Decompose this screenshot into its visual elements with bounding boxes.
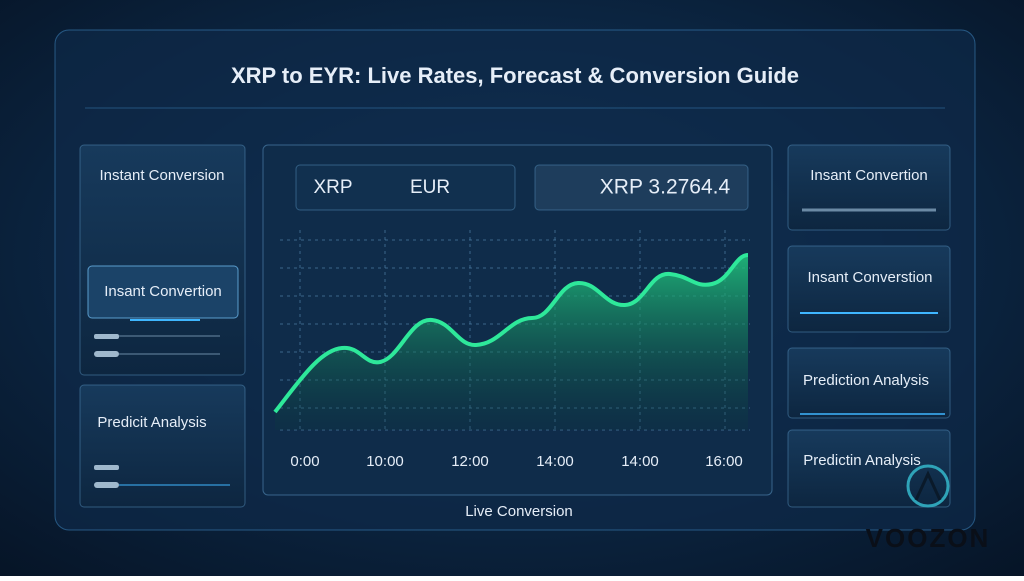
result-value: XRP 3.2764.4 xyxy=(600,176,731,199)
result-field xyxy=(534,164,749,211)
x-label: 0:00 xyxy=(290,453,319,470)
panel-title: Predicit Analysis xyxy=(97,414,206,431)
slider xyxy=(94,482,119,488)
logo-icon xyxy=(914,470,942,501)
right-panel[interactable] xyxy=(787,347,951,419)
chart-line xyxy=(273,253,749,414)
x-label: 14:00 xyxy=(621,453,659,470)
right-panel[interactable] xyxy=(787,245,951,333)
panel-title: Predictin Analysis xyxy=(803,452,921,469)
button[interactable] xyxy=(87,265,239,319)
x-label: 12:00 xyxy=(451,453,489,470)
chart-area xyxy=(275,255,748,430)
right-panel[interactable] xyxy=(787,144,951,231)
slider xyxy=(94,351,119,357)
x-label: 14:00 xyxy=(536,453,574,470)
page-title: XRP to EYR: Live Rates, Forecast & Conve… xyxy=(231,63,799,88)
x-label: 16:00 xyxy=(705,453,743,470)
to-currency: EUR xyxy=(410,177,450,198)
chart-caption: Live Conversion xyxy=(465,503,573,520)
slider xyxy=(94,465,119,470)
logo-text: VOOZON xyxy=(866,523,991,553)
panel-title: Instant Conversion xyxy=(99,167,224,184)
button-label: Insant Convertion xyxy=(104,283,222,300)
panel-title: Prediction Analysis xyxy=(803,372,929,389)
from-currency: XRP xyxy=(313,177,352,198)
panel-title: Insant Converstion xyxy=(807,269,932,286)
slider xyxy=(94,334,119,339)
currency-selector[interactable] xyxy=(295,164,516,211)
x-label: 10:00 xyxy=(366,453,404,470)
logo-icon xyxy=(906,464,950,508)
panel-title: Insant Convertion xyxy=(810,167,928,184)
left-panel xyxy=(79,384,246,508)
